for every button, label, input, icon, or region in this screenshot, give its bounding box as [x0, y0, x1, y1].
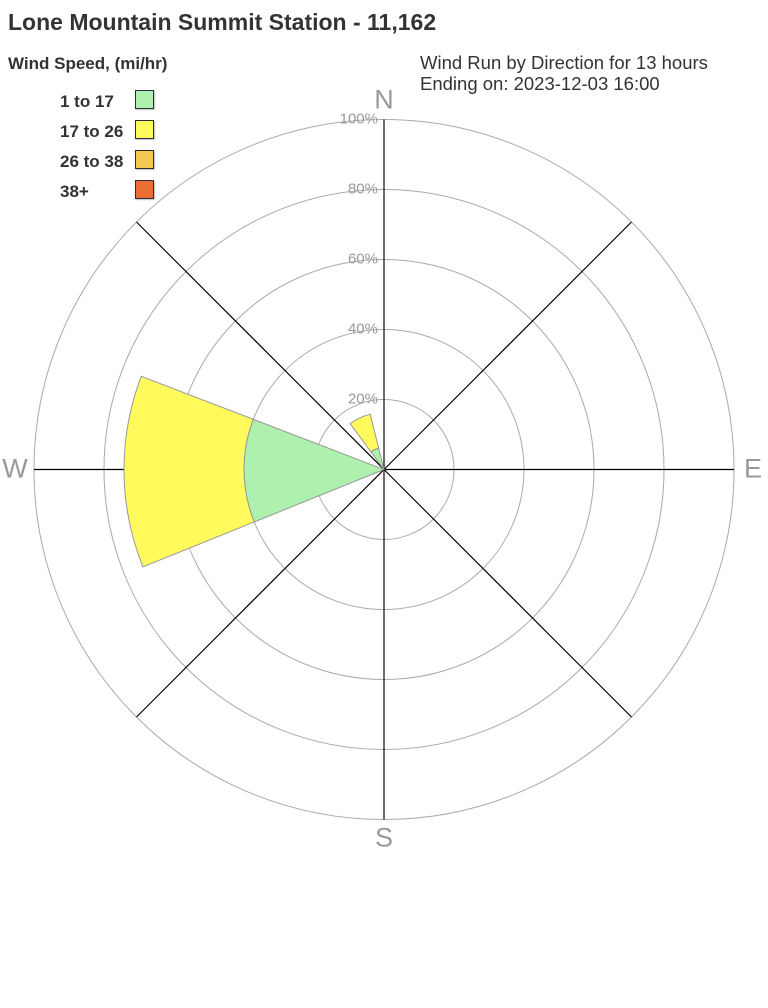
svg-text:E: E — [744, 454, 762, 484]
svg-text:60%: 60% — [348, 251, 378, 268]
svg-text:W: W — [2, 454, 28, 484]
svg-text:20%: 20% — [348, 391, 378, 408]
svg-text:S: S — [375, 823, 393, 853]
svg-text:40%: 40% — [348, 321, 378, 338]
svg-text:80%: 80% — [348, 181, 378, 198]
svg-text:100%: 100% — [340, 111, 378, 128]
